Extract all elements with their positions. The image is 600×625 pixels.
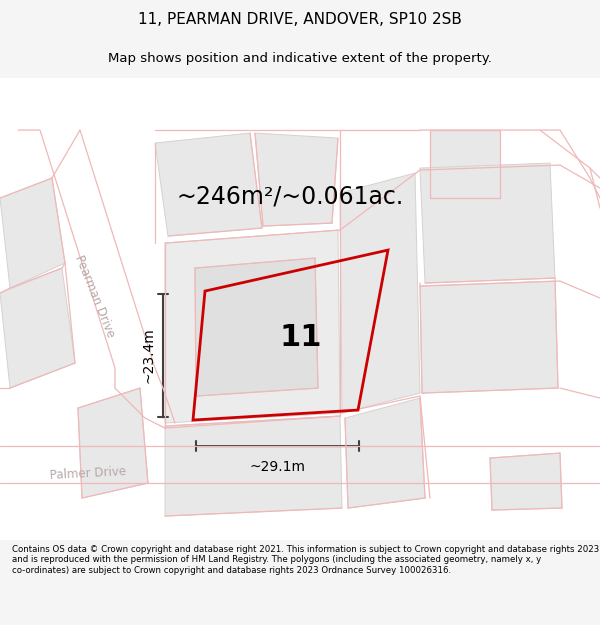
Polygon shape xyxy=(195,258,318,396)
Polygon shape xyxy=(430,130,500,198)
Polygon shape xyxy=(0,268,75,388)
Polygon shape xyxy=(420,163,555,283)
Text: Map shows position and indicative extent of the property.: Map shows position and indicative extent… xyxy=(108,52,492,64)
Polygon shape xyxy=(165,416,342,516)
Polygon shape xyxy=(420,281,558,393)
Polygon shape xyxy=(0,178,65,288)
Text: ~246m²/~0.061ac.: ~246m²/~0.061ac. xyxy=(176,184,404,208)
Polygon shape xyxy=(155,133,262,236)
Polygon shape xyxy=(490,453,562,510)
Polygon shape xyxy=(345,398,425,508)
Text: Contains OS data © Crown copyright and database right 2021. This information is : Contains OS data © Crown copyright and d… xyxy=(12,545,599,574)
Polygon shape xyxy=(78,388,148,498)
Text: ~23.4m: ~23.4m xyxy=(141,328,155,383)
Polygon shape xyxy=(340,173,420,413)
Text: 11, PEARMAN DRIVE, ANDOVER, SP10 2SB: 11, PEARMAN DRIVE, ANDOVER, SP10 2SB xyxy=(138,12,462,27)
Polygon shape xyxy=(255,133,338,226)
Text: Pearman Drive: Pearman Drive xyxy=(73,253,118,339)
Text: 11: 11 xyxy=(280,323,322,352)
Text: ~29.1m: ~29.1m xyxy=(250,460,305,474)
Text: Palmer Drive: Palmer Drive xyxy=(50,464,127,481)
Polygon shape xyxy=(165,230,340,423)
